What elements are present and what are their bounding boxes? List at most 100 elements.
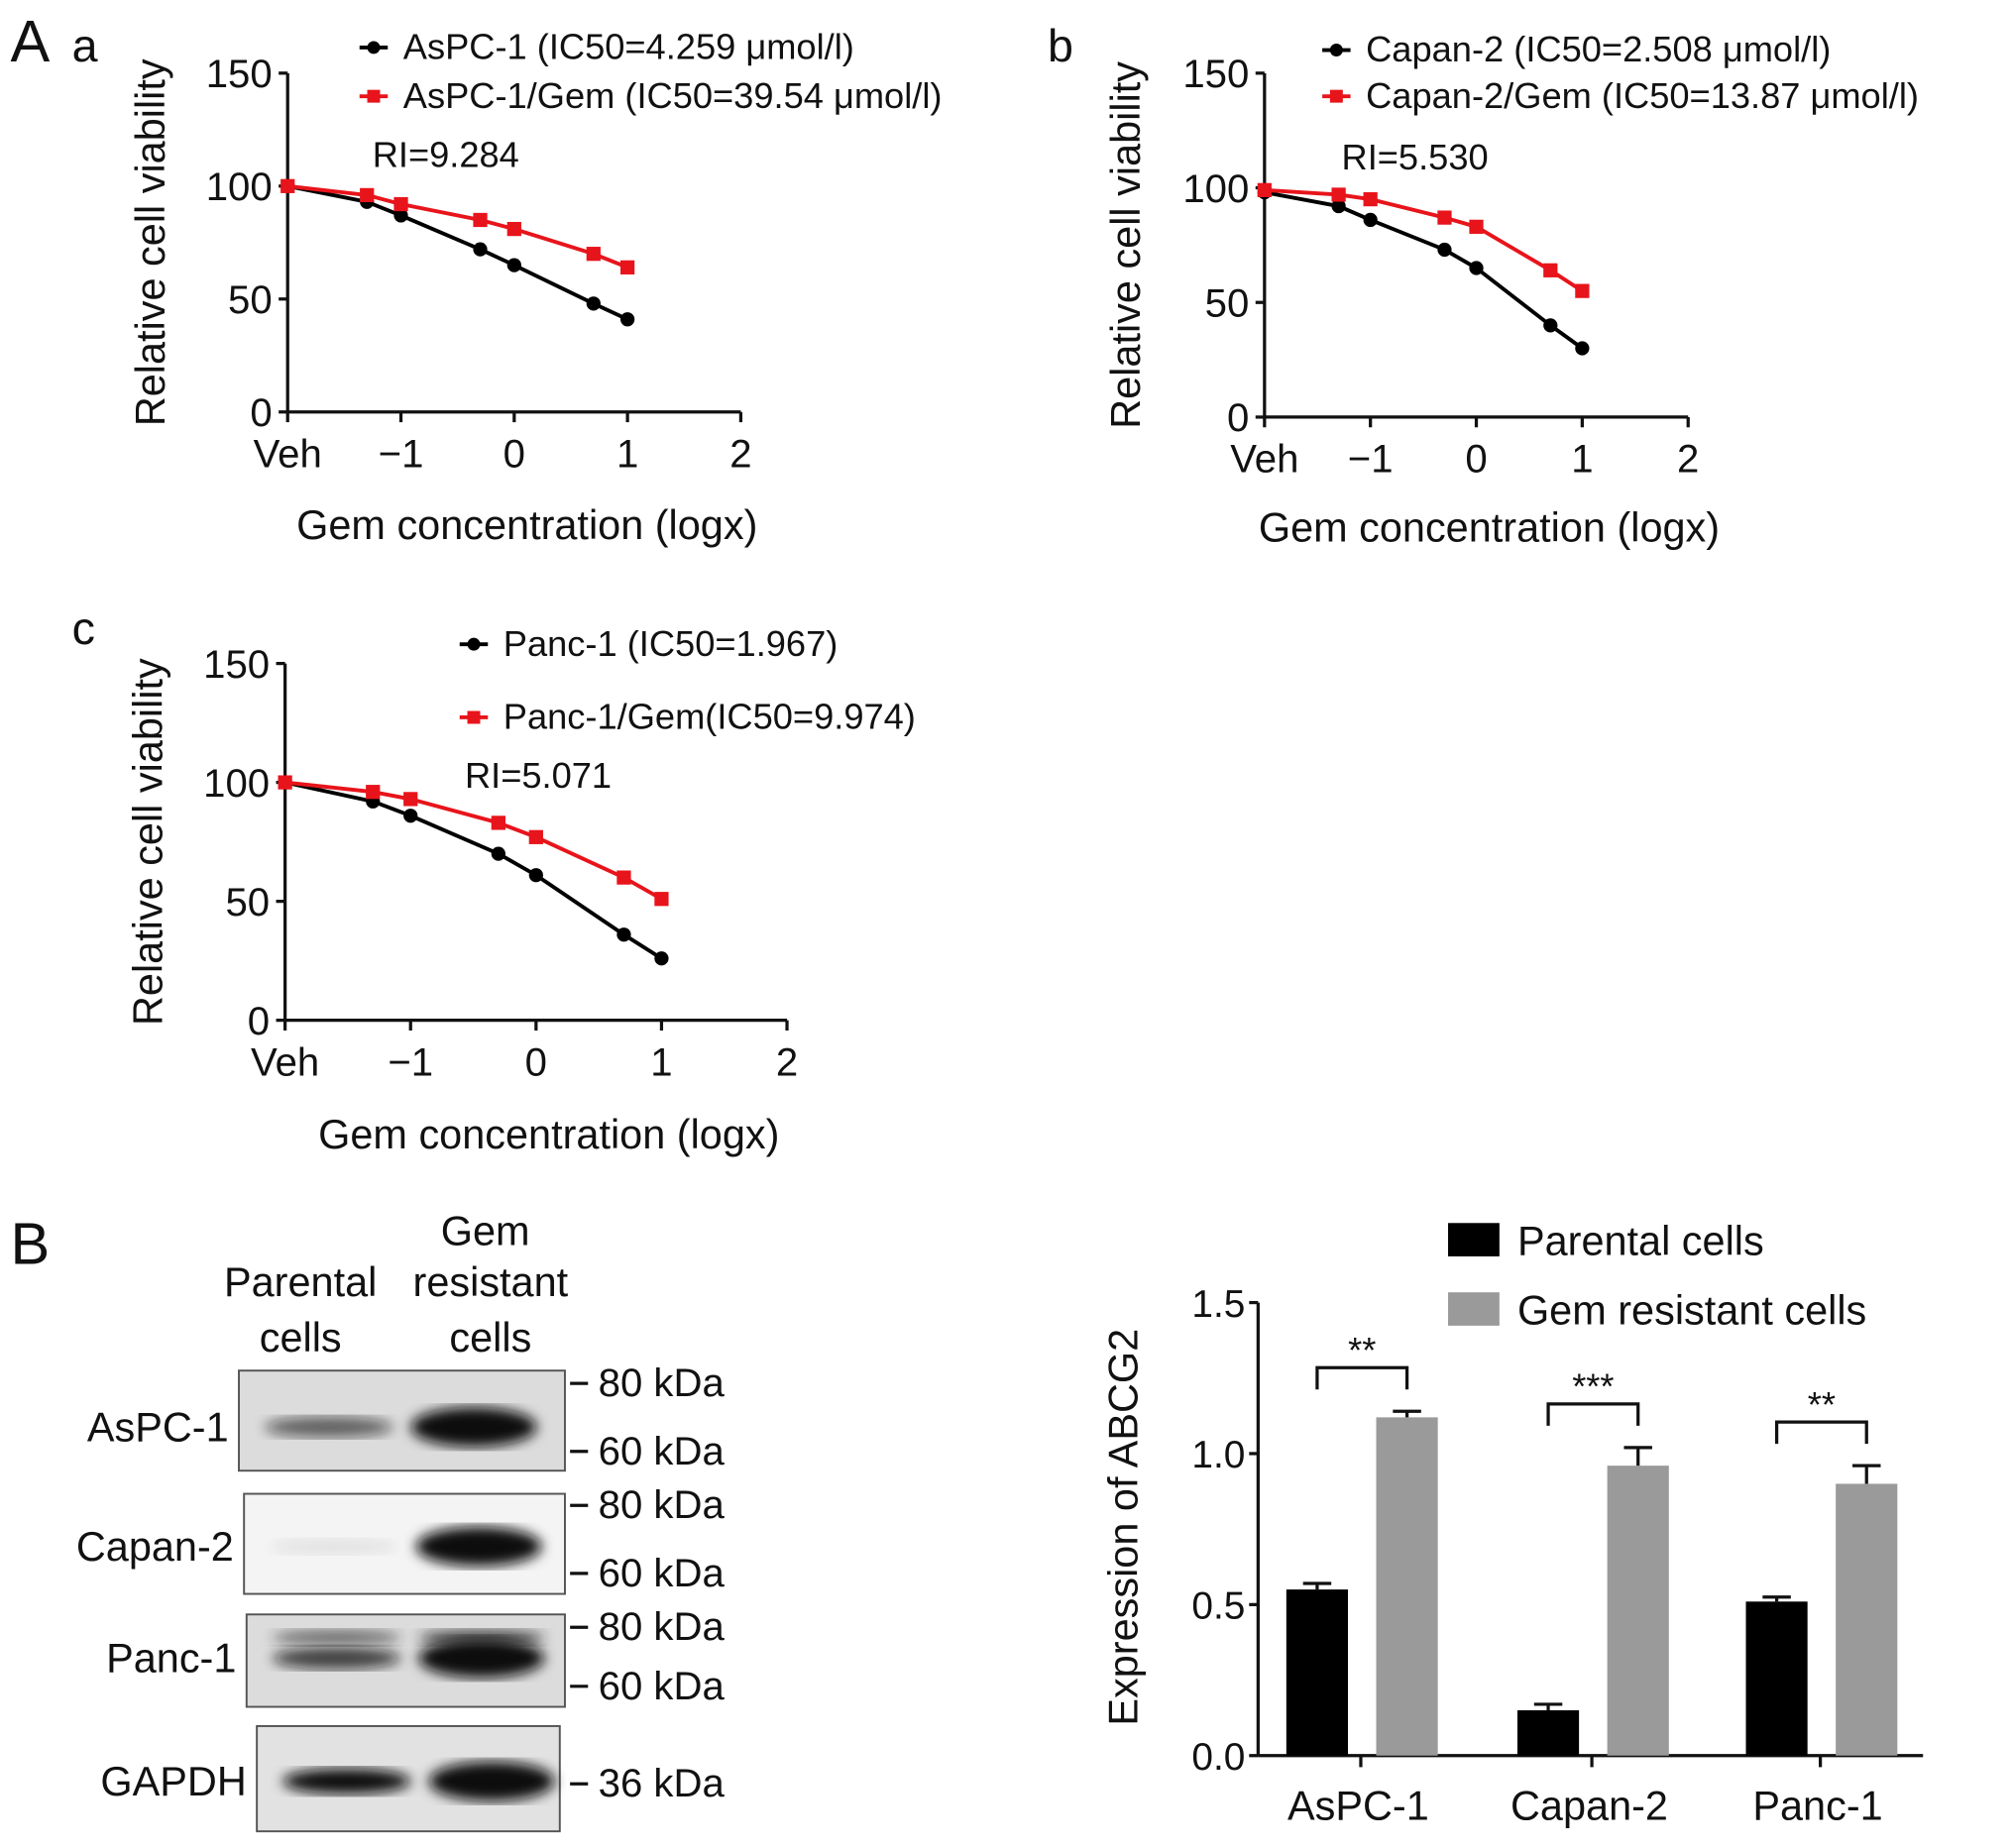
- x-tick-label: 0: [503, 431, 525, 476]
- legend-label: Panc-1 (IC50=1.967): [503, 623, 839, 664]
- legend-marker: [367, 41, 381, 54]
- bar-Capan-2-1: [1607, 1466, 1669, 1756]
- data-point: [654, 892, 669, 907]
- legend-marker: [467, 710, 481, 724]
- band-resistant: [418, 1638, 545, 1679]
- y-tick-label: 0: [1227, 395, 1249, 440]
- data-point: [1437, 210, 1452, 225]
- data-point: [473, 242, 488, 257]
- panel-label-b: b: [1048, 20, 1073, 71]
- data-point: [393, 196, 408, 212]
- y-tick-label: 150: [203, 642, 270, 687]
- data-point: [403, 809, 418, 823]
- data-point: [506, 221, 521, 237]
- bar-chart-B: 0.0 0.5 1.0 1.5 Expression of ABCG2 AsPC-1 ** C…: [1100, 1218, 1924, 1829]
- data-point: [1363, 212, 1378, 228]
- data-point: [616, 870, 631, 885]
- data-point: [506, 258, 521, 272]
- y-axis-label: Expression of ABCG2: [1100, 1329, 1147, 1726]
- data-point: [528, 868, 543, 883]
- data-point: [360, 187, 375, 203]
- marker-label: 80 kDa: [599, 1604, 726, 1649]
- x-tick-label: 2: [729, 431, 751, 476]
- ri-annotation: RI=9.284: [373, 134, 519, 174]
- panel-label-c: c: [72, 602, 95, 654]
- band-parental: [264, 1416, 393, 1438]
- y-tick-label: 1.0: [1191, 1434, 1245, 1476]
- line-chart-a: 0 50 100 150 Veh −1 0 1 2 Gem concentration (logx…: [127, 27, 943, 548]
- data-point: [1543, 263, 1558, 277]
- column-header: Gem: [441, 1207, 530, 1253]
- legend-marker: [1329, 44, 1343, 56]
- significance-label: ***: [1572, 1366, 1614, 1407]
- x-tick-label: 1: [650, 1039, 672, 1084]
- data-point: [491, 846, 505, 861]
- legend-label: Gem resistant cells: [1517, 1287, 1866, 1334]
- western-blot: Parental cells Gem resistant cells AsPC-1 80 k…: [76, 1207, 726, 1833]
- data-point: [491, 815, 505, 830]
- blot-row-GAPDH: GAPDH 36 kDa: [100, 1724, 725, 1833]
- panel-label-B: B: [10, 1211, 50, 1277]
- x-axis-label: Gem concentration (logx): [1259, 504, 1720, 551]
- bar-AsPC-1-1: [1376, 1417, 1438, 1756]
- column-header: cells: [449, 1314, 531, 1360]
- x-tick-label: −1: [1348, 437, 1394, 482]
- data-point: [619, 312, 635, 327]
- y-tick-label: 50: [225, 880, 270, 924]
- x-tick-label: Capan-2: [1510, 1783, 1668, 1829]
- data-point: [654, 951, 669, 966]
- data-point: [616, 927, 631, 942]
- legend-label: Panc-1/Gem(IC50=9.974): [503, 697, 916, 737]
- data-point: [1437, 242, 1452, 258]
- x-tick-label: 2: [1677, 437, 1699, 482]
- y-tick-label: 100: [1182, 166, 1249, 211]
- data-point: [1331, 187, 1346, 202]
- band-resistant: [410, 1407, 537, 1448]
- legend-marker: [1329, 89, 1343, 103]
- y-tick-label: 0.5: [1191, 1585, 1245, 1628]
- legend-swatch: [1448, 1223, 1500, 1256]
- data-point: [619, 260, 635, 274]
- data-point: [1575, 283, 1590, 298]
- line-chart-b: 0 50 100 150 Veh −1 0 1 2 Gem concentration (logx…: [1102, 29, 1919, 550]
- x-tick-label: Veh: [254, 431, 322, 476]
- y-tick-label: 100: [203, 761, 270, 806]
- x-tick-label: −1: [379, 431, 424, 476]
- y-axis-label: Relative cell viability: [1102, 61, 1149, 429]
- data-point: [1363, 191, 1378, 207]
- x-tick-label: 0: [525, 1039, 547, 1084]
- row-label: AsPC-1: [87, 1403, 229, 1450]
- band-resistant: [415, 1526, 542, 1567]
- data-point: [586, 247, 601, 262]
- x-tick-label: AsPC-1: [1287, 1783, 1429, 1829]
- legend-marker: [367, 89, 381, 103]
- series-line-0: [1264, 190, 1584, 351]
- blot-row-AsPC-1: AsPC-1 80 kDa 60 kDa: [87, 1360, 726, 1473]
- data-point: [393, 208, 408, 223]
- y-axis-label: Relative cell viability: [127, 58, 173, 426]
- data-point: [1575, 341, 1590, 356]
- significance-bracket: [1315, 1365, 1409, 1390]
- legend-label: AsPC-1 (IC50=4.259 μmol/l): [403, 27, 854, 67]
- y-tick-label: 100: [206, 164, 273, 209]
- legend-label: Parental cells: [1517, 1218, 1764, 1264]
- band-upper-parental: [272, 1629, 401, 1646]
- bar-Panc-1-0: [1745, 1601, 1808, 1756]
- x-tick-label: Veh: [251, 1039, 319, 1084]
- x-tick-label: Veh: [1230, 437, 1298, 482]
- y-tick-label: 150: [206, 52, 273, 96]
- x-tick-label: 1: [1571, 437, 1593, 482]
- legend-label: Capan-2/Gem (IC50=13.87 μmol/l): [1366, 75, 1919, 116]
- column-header: Parental: [224, 1258, 377, 1305]
- line-chart-c: 0 50 100 150 Veh −1 0 1 2 Gem concentration (logx…: [124, 623, 916, 1157]
- bar-Panc-1-1: [1836, 1483, 1898, 1756]
- significance-label: **: [1808, 1384, 1836, 1425]
- marker-label: 80 kDa: [599, 1360, 726, 1405]
- column-header: cells: [260, 1314, 342, 1360]
- data-point: [366, 785, 381, 800]
- band-resistant: [428, 1761, 555, 1801]
- row-label: GAPDH: [100, 1758, 246, 1804]
- ri-annotation: RI=5.071: [465, 755, 612, 796]
- marker-label: 60 kDa: [599, 1551, 726, 1595]
- significance-label: **: [1348, 1330, 1376, 1370]
